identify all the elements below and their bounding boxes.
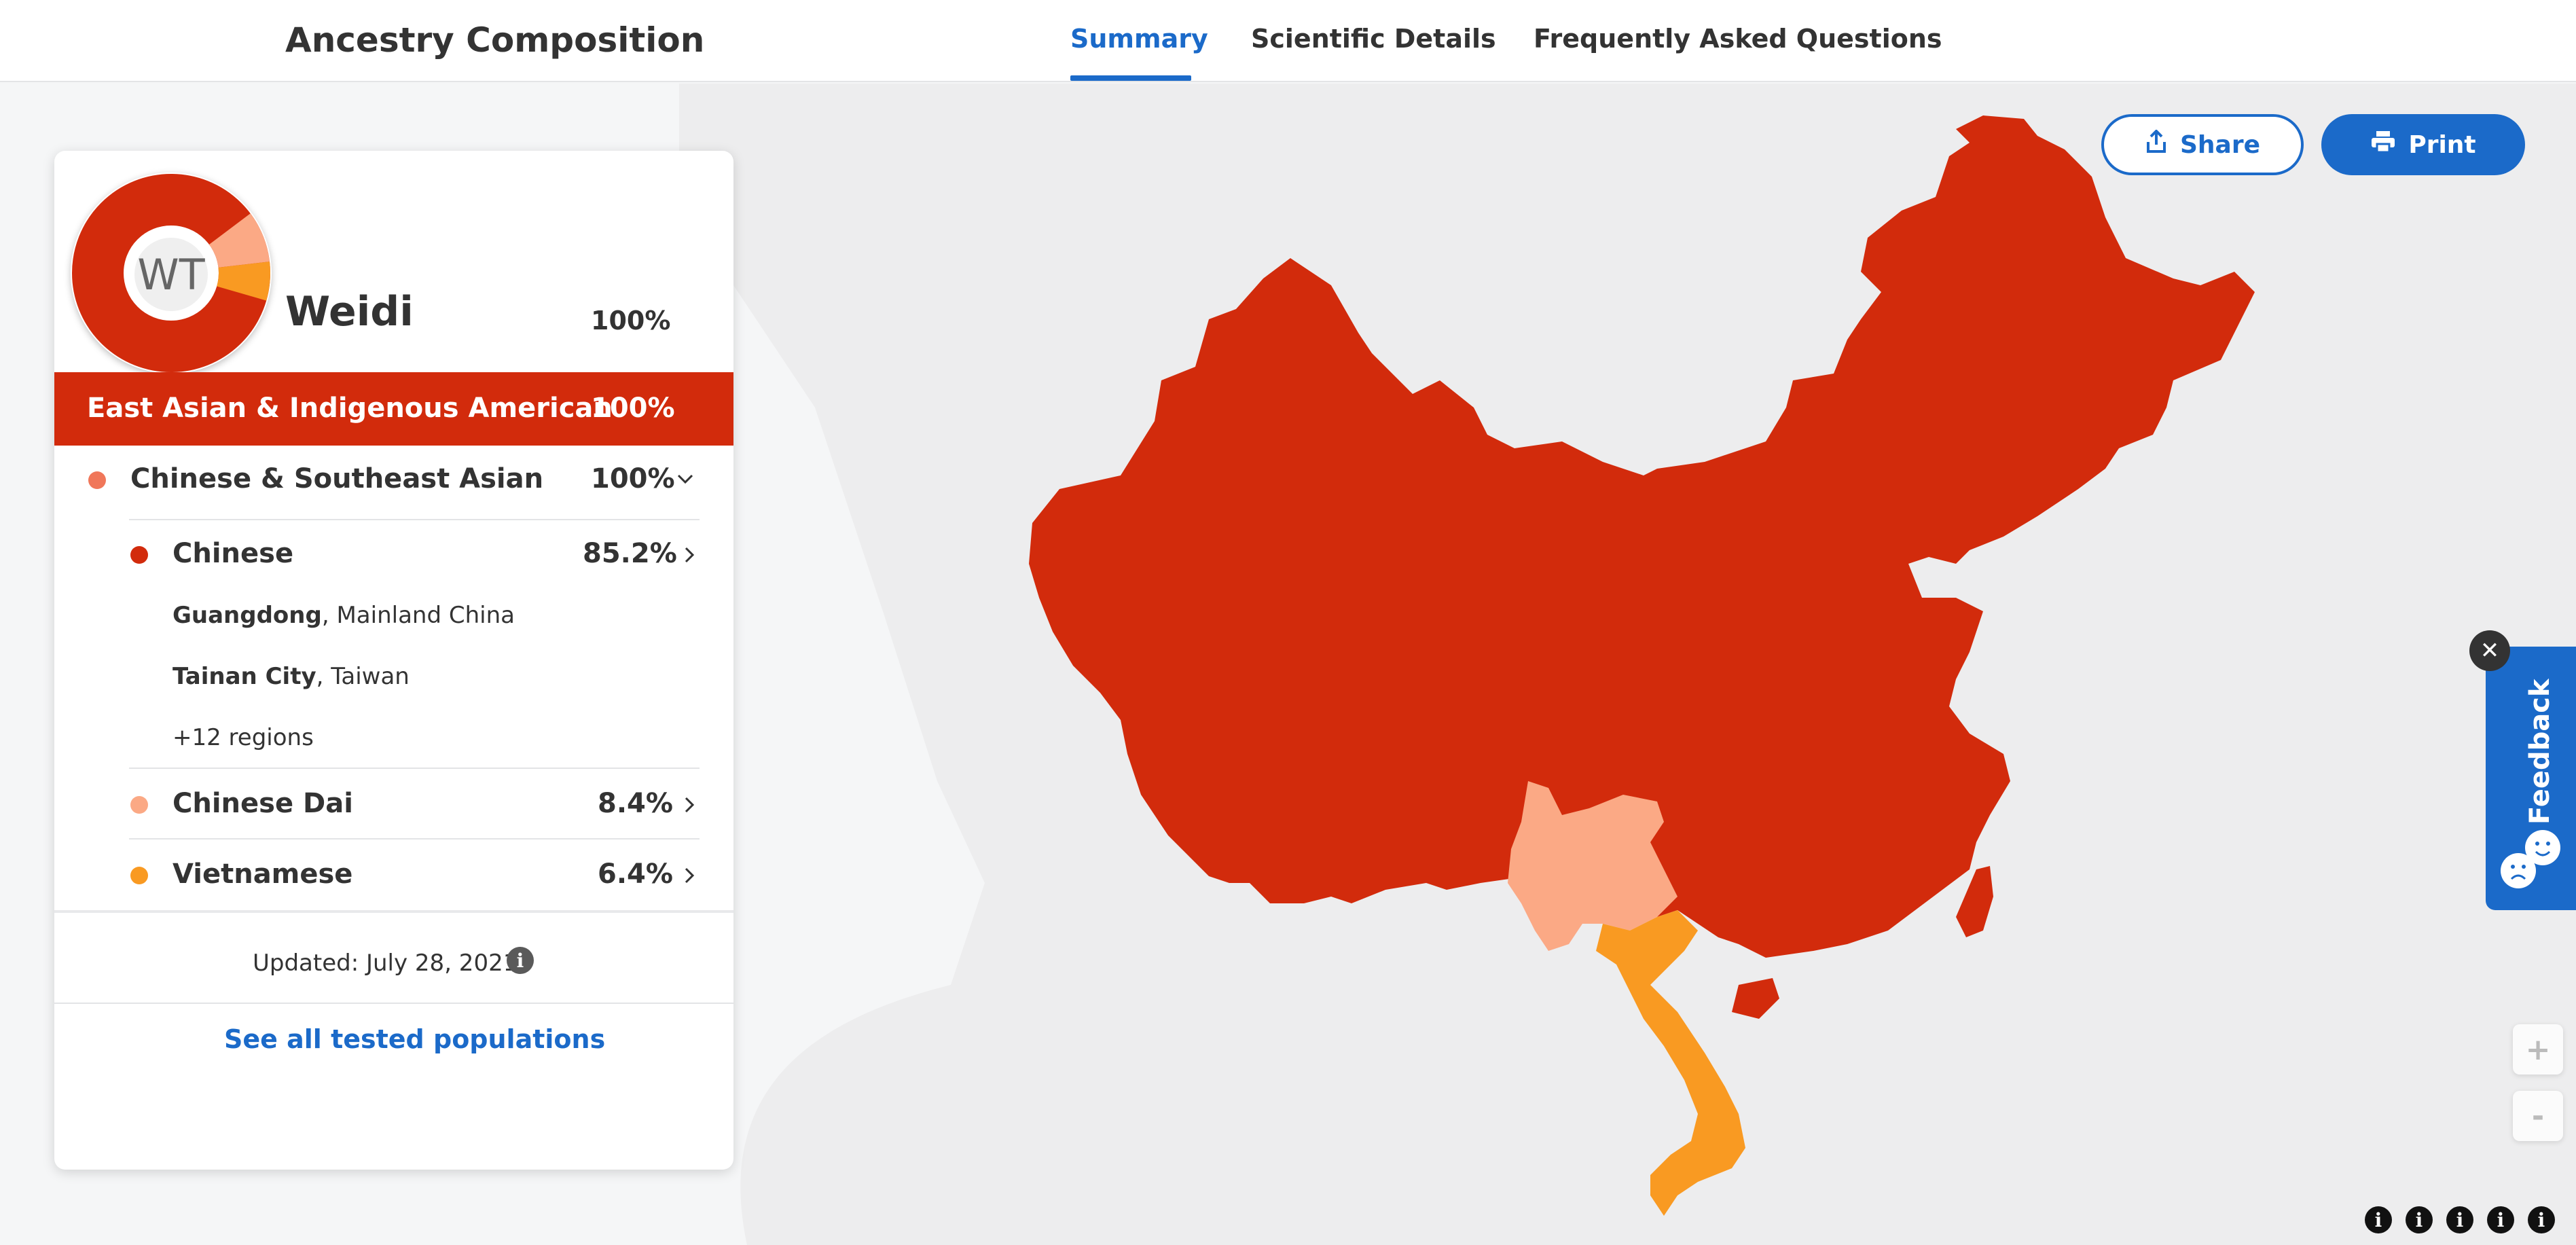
region-hainan (1732, 978, 1779, 1019)
subregion-country: , Mainland China (321, 602, 515, 629)
share-icon (2145, 128, 2168, 160)
zoom-out-button[interactable]: - (2513, 1091, 2563, 1141)
population-percent: 6.4% (598, 859, 673, 890)
attribution-info-icon[interactable]: i (2446, 1206, 2473, 1233)
close-icon[interactable]: ✕ (2469, 630, 2510, 671)
region-label: East Asian & Indigenous American (87, 393, 613, 424)
chevron-right-icon (685, 547, 695, 563)
printer-icon (2370, 130, 2396, 160)
group-label: Chinese & Southeast Asian (130, 463, 544, 494)
updated-date: Updated: July 28, 2021 (253, 950, 518, 977)
subregion-tainan[interactable]: Tainan City, Taiwan (173, 663, 410, 690)
top-navigation-bar: Ancestry Composition Summary Scientific … (0, 0, 2576, 82)
population-percent: 8.4% (598, 788, 673, 819)
divider (54, 1003, 733, 1004)
region-east-asian-indigenous-american[interactable]: East Asian & Indigenous American 100% (54, 372, 733, 446)
divider (129, 519, 700, 520)
print-button[interactable]: Print (2321, 114, 2525, 175)
tab-scientific-details[interactable]: Scientific Details (1251, 24, 1496, 54)
divider (129, 768, 700, 769)
tab-faq[interactable]: Frequently Asked Questions (1534, 24, 1942, 54)
print-label: Print (2408, 130, 2476, 159)
population-vietnamese[interactable]: Vietnamese 6.4% (54, 840, 733, 907)
attribution-info-icon[interactable]: i (2528, 1206, 2555, 1233)
info-icon[interactable]: i (507, 947, 534, 974)
ancestry-summary-card: WT Weidi 100% East Asian & Indigenous Am… (54, 151, 733, 1170)
ancestry-map[interactable] (0, 84, 2576, 1245)
more-regions-link[interactable]: +12 regions (173, 724, 314, 751)
user-percent: 100% (591, 306, 671, 336)
feedback-label: Feedback (2524, 679, 2556, 825)
active-tab-indicator (1070, 75, 1191, 81)
attribution-info-icon[interactable]: i (2406, 1206, 2433, 1233)
region-vietnam (1596, 910, 1745, 1216)
region-percent: 100% (591, 393, 675, 424)
chevron-right-icon (685, 797, 695, 813)
population-label: Chinese Dai (173, 788, 353, 819)
zoom-in-button[interactable]: + (2513, 1024, 2563, 1075)
vietnamese-color-dot (130, 867, 148, 884)
section-divider (54, 910, 733, 913)
subregion-name: Guangdong (173, 602, 322, 629)
region-china (1029, 115, 2255, 958)
group-chinese-southeast-asian[interactable]: Chinese & Southeast Asian 100% (54, 446, 733, 513)
share-button[interactable]: Share (2101, 114, 2304, 175)
group-color-dot (88, 471, 106, 489)
share-label: Share (2179, 130, 2261, 159)
user-name: Weidi (285, 288, 414, 336)
population-chinese[interactable]: Chinese 85.2% (54, 519, 733, 587)
region-taiwan (1956, 866, 1993, 937)
chinese-dai-color-dot (130, 796, 148, 814)
population-chinese-dai[interactable]: Chinese Dai 8.4% (54, 769, 733, 837)
see-all-populations-link[interactable]: See all tested populations (224, 1024, 606, 1054)
population-label: Chinese (173, 538, 294, 569)
group-percent: 100% (591, 463, 675, 494)
donut-segment-vietnamese (72, 174, 270, 372)
feedback-faces-icon (2501, 830, 2560, 888)
avatar-initials: WT (134, 238, 208, 311)
tab-summary[interactable]: Summary (1070, 24, 1208, 54)
subregion-country: , Taiwan (316, 663, 410, 690)
map-canvas (679, 84, 2576, 1245)
attribution-info-icon[interactable]: i (2365, 1206, 2392, 1233)
population-percent: 85.2% (583, 538, 677, 569)
divider (129, 838, 700, 840)
subregion-guangdong[interactable]: Guangdong, Mainland China (173, 602, 515, 629)
feedback-tab[interactable]: Feedback (2486, 647, 2576, 910)
subregion-name: Tainan City (173, 663, 316, 690)
chevron-down-icon (677, 474, 693, 484)
region-chinese-dai (1508, 781, 1677, 951)
chevron-right-icon (685, 867, 695, 884)
population-label: Vietnamese (173, 859, 353, 890)
attribution-info-icon[interactable]: i (2487, 1206, 2514, 1233)
page-title: Ancestry Composition (285, 20, 705, 60)
chinese-color-dot (130, 546, 148, 564)
